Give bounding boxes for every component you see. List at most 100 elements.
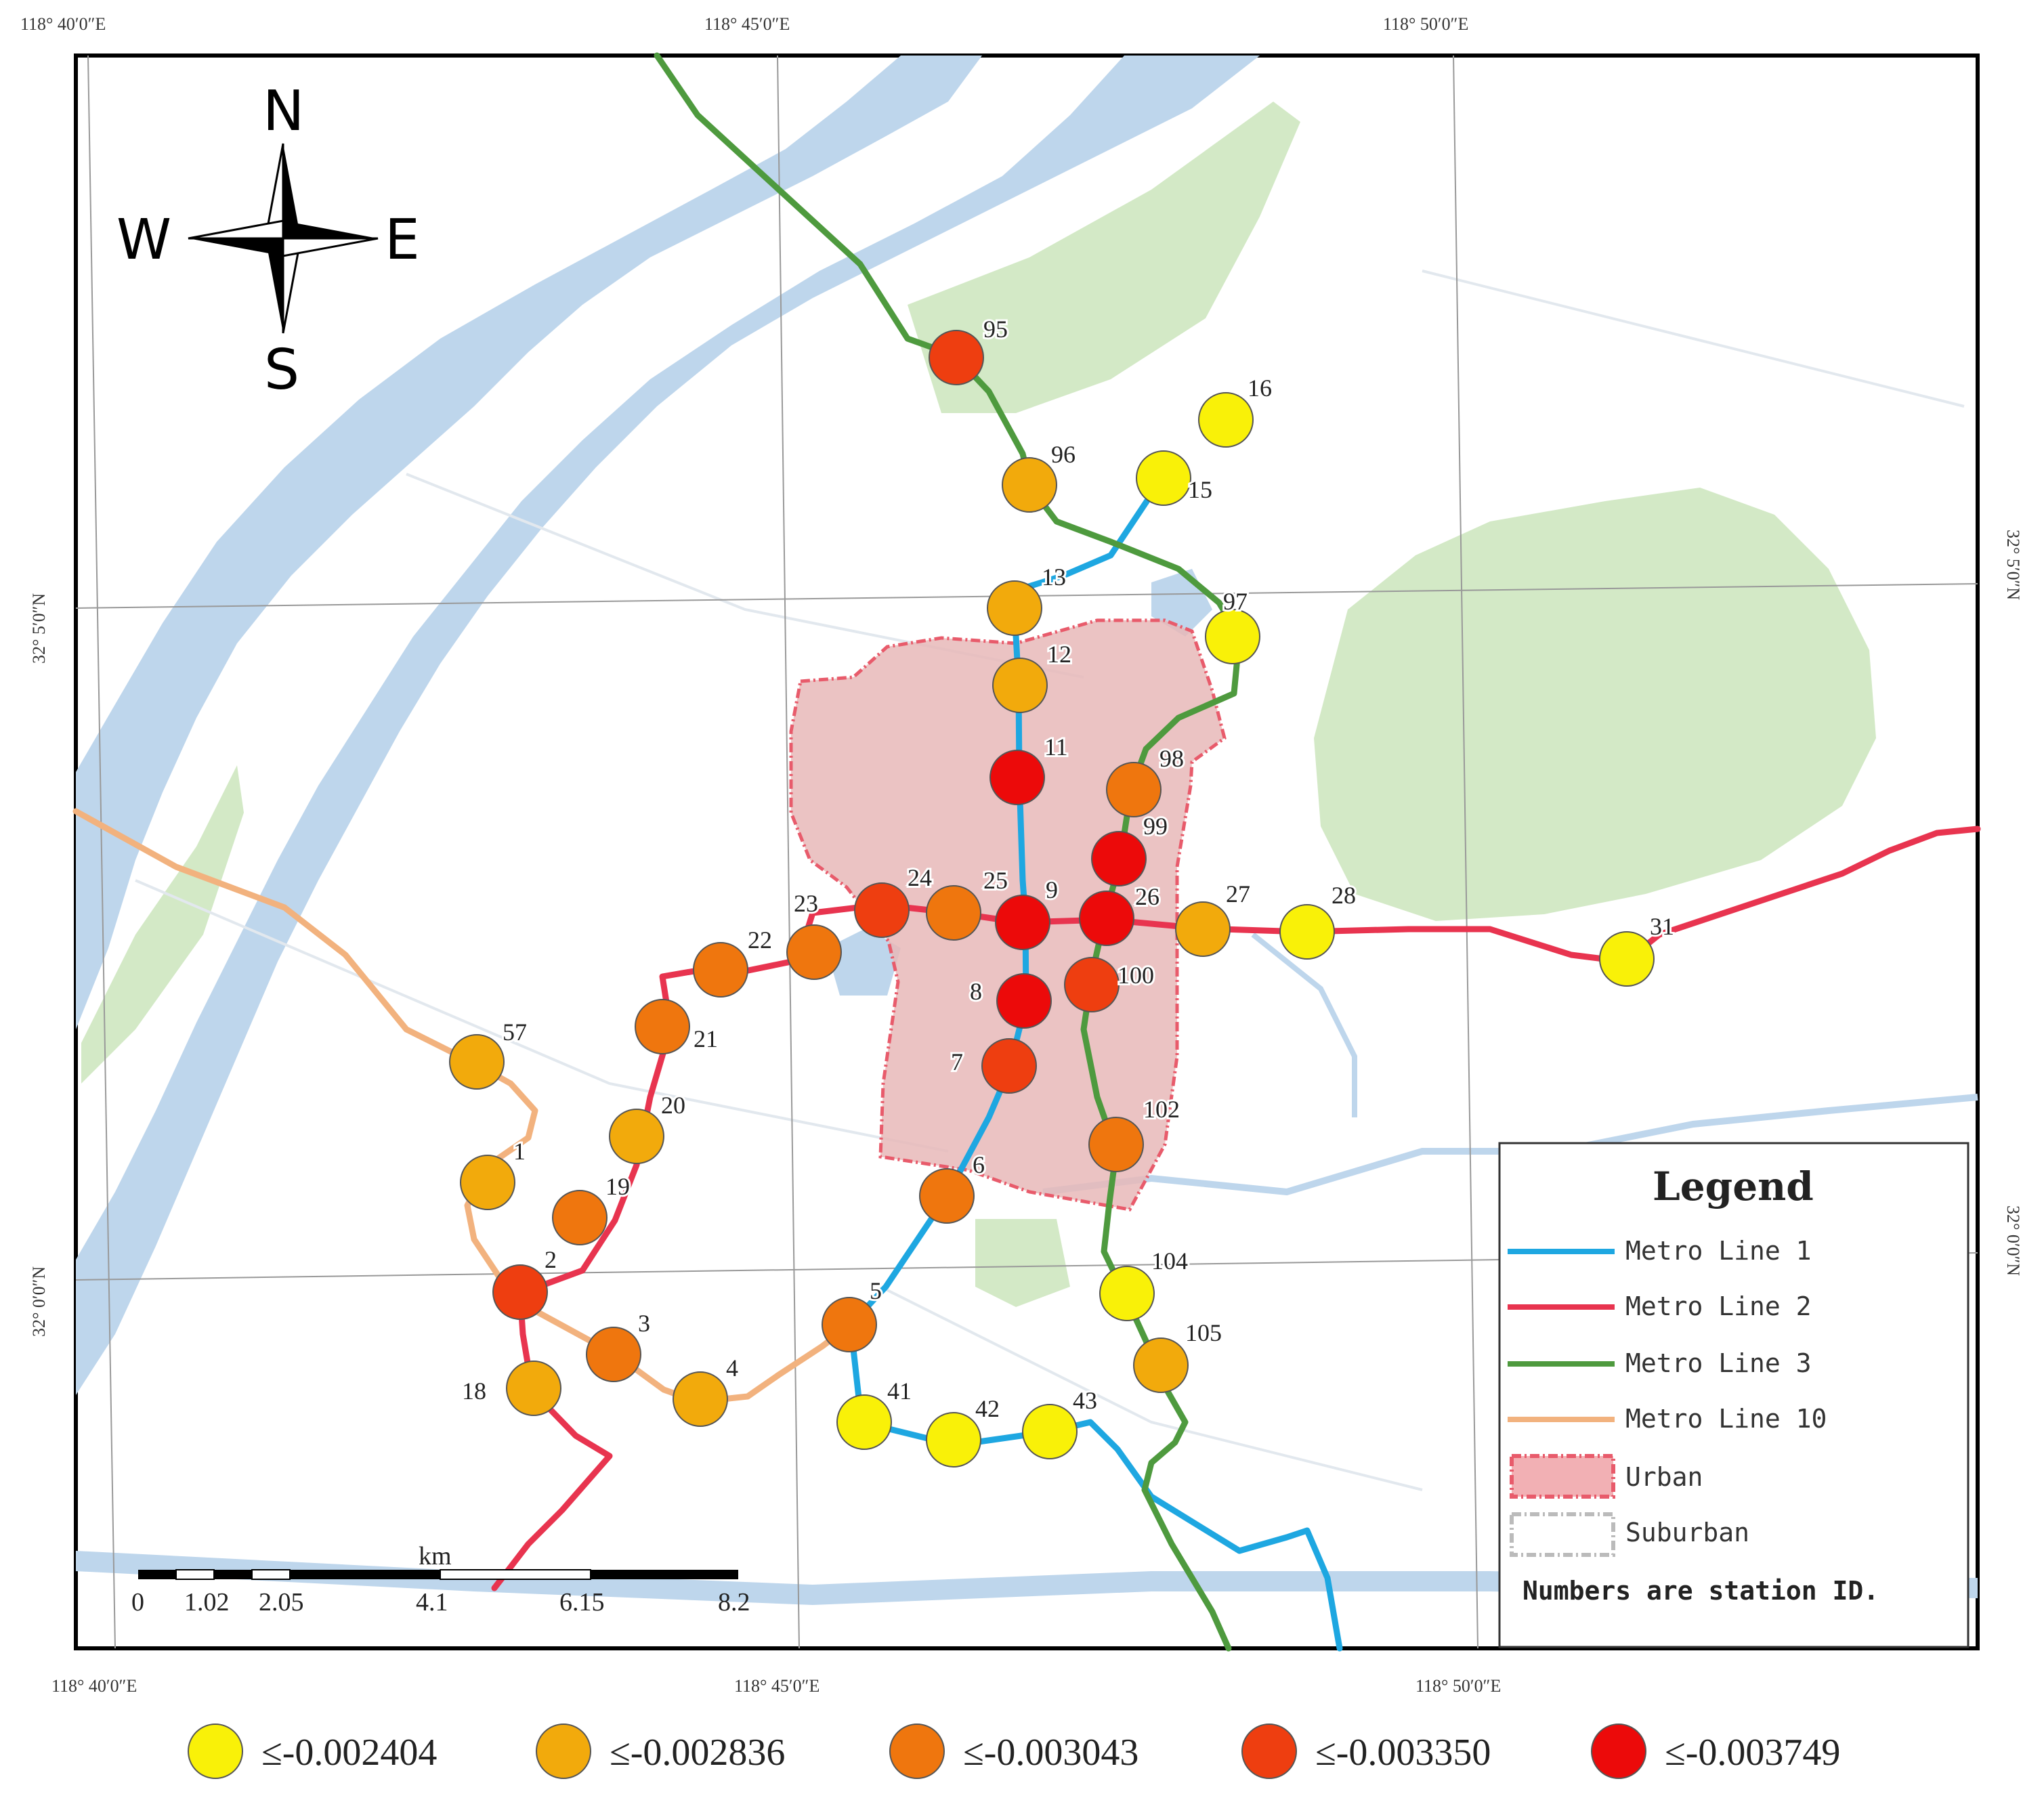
scale-tick: 1.02 [184, 1588, 230, 1617]
station-marker-31 [1599, 931, 1655, 987]
station-marker-43 [1022, 1404, 1078, 1459]
scale-unit: km [419, 1542, 452, 1570]
station-marker-28 [1279, 904, 1335, 960]
legend-line10-label: Metro Line 10 [1625, 1404, 1827, 1434]
station-id-label: 11 [1044, 733, 1068, 761]
station-id-label: 8 [970, 978, 982, 1005]
station-marker-13 [987, 580, 1042, 636]
station-id-label: 6 [973, 1151, 985, 1178]
scale-bar: km 0 1.02 2.05 4.1 6.15 8.2 [131, 1542, 750, 1617]
station-marker-104 [1099, 1266, 1155, 1321]
class-swatch [1591, 1724, 1646, 1779]
station-id-label: 4 [726, 1354, 738, 1382]
station-id-label: 25 [983, 867, 1008, 894]
coord-top-1: 118° 40′0″E [20, 14, 106, 34]
class-swatch [1241, 1724, 1297, 1779]
station-id-label: 15 [1188, 476, 1212, 503]
station-marker-4 [673, 1371, 728, 1427]
station-id-label: 18 [462, 1377, 486, 1405]
legend-urban-label: Urban [1625, 1462, 1703, 1492]
scale-tick: 0 [131, 1588, 144, 1617]
station-marker-96 [1002, 457, 1057, 513]
compass-west-point [188, 219, 284, 240]
station-id-label: 102 [1143, 1096, 1180, 1123]
station-id-label: 99 [1143, 813, 1168, 840]
station-marker-100 [1064, 957, 1120, 1012]
station-marker-102 [1088, 1117, 1144, 1172]
compass-east-point [283, 221, 378, 238]
station-marker-57 [449, 1034, 505, 1090]
coord-right-2: 32° 0′0″N [2003, 1205, 2023, 1276]
canal [1042, 1094, 1978, 1196]
station-id-label: 57 [503, 1019, 527, 1046]
station-marker-8 [996, 973, 1052, 1029]
station-id-label: 96 [1051, 441, 1076, 468]
station-marker-23 [786, 924, 842, 980]
station-id-label: 95 [983, 316, 1008, 343]
north-arrow: N S E W [116, 79, 420, 402]
station-marker-6 [919, 1168, 975, 1224]
station-id-label: 23 [794, 890, 818, 917]
class-label: ≤-0.003350 [1315, 1732, 1491, 1774]
coord-bottom-2: 118° 45′0″E [734, 1676, 819, 1696]
metro-line-2 [491, 826, 1981, 1591]
coord-bottom-1: 118° 40′0″E [51, 1676, 137, 1696]
station-marker-22 [693, 942, 748, 998]
legend-suburban-label: Suburban [1625, 1518, 1749, 1547]
station-marker-1 [460, 1155, 515, 1210]
map-legend: Legend Metro Line 1 Metro Line 2 Metro L… [1498, 1142, 1970, 1648]
station-id-label: 19 [605, 1173, 630, 1200]
station-marker-42 [926, 1412, 981, 1468]
legend-frame [1498, 1142, 1970, 1648]
station-marker-27 [1175, 901, 1231, 957]
station-marker-21 [635, 999, 690, 1054]
station-id-label: 5 [870, 1277, 882, 1304]
class-label: ≤-0.002404 [261, 1732, 437, 1774]
station-marker-11 [989, 750, 1045, 805]
river [76, 56, 982, 1029]
station-id-label: 7 [951, 1048, 963, 1075]
station-id-label: 21 [694, 1025, 718, 1052]
legend-line1-label: Metro Line 1 [1625, 1236, 1812, 1266]
legend-line3-label: Metro Line 3 [1625, 1348, 1812, 1378]
class-swatch [889, 1724, 945, 1779]
station-marker-19 [552, 1190, 608, 1245]
station-id-label: 105 [1185, 1319, 1222, 1346]
station-marker-3 [586, 1327, 641, 1382]
coord-top-3: 118° 50′0″E [1383, 14, 1468, 34]
station-id-label: 1 [513, 1138, 526, 1165]
station-marker-105 [1133, 1337, 1189, 1393]
station-marker-97 [1205, 609, 1260, 664]
station-marker-9 [995, 895, 1050, 950]
compass-west-point [188, 238, 283, 256]
metro-line-3 [654, 52, 1243, 1652]
station-id-label: 3 [638, 1310, 650, 1337]
station-id-label: 41 [887, 1377, 912, 1405]
station-marker-7 [981, 1038, 1037, 1094]
scale-tick: 6.15 [559, 1588, 605, 1617]
station-id-label: 31 [1650, 913, 1674, 940]
station-id-label: 104 [1151, 1247, 1188, 1275]
compass-s: S [264, 338, 299, 402]
station-marker-25 [926, 885, 981, 941]
station-marker-26 [1079, 891, 1134, 946]
compass-e: E [385, 208, 420, 272]
scale-tick: 8.2 [718, 1588, 750, 1617]
coord-left-1: 32° 5′0″N [29, 593, 49, 664]
compass-w: W [116, 208, 171, 272]
coord-top-2: 118° 45′0″E [704, 14, 790, 34]
station-id-label: 16 [1248, 374, 1272, 402]
class-label: ≤-0.002836 [610, 1732, 785, 1774]
station-marker-20 [609, 1109, 664, 1164]
station-marker-12 [992, 658, 1048, 713]
compass-north-point [283, 144, 301, 238]
station-id-label: 9 [1046, 876, 1058, 903]
park-area [975, 1219, 1070, 1307]
station-id-label: 42 [975, 1395, 1000, 1422]
scale-tick: 4.1 [416, 1588, 448, 1617]
road [135, 879, 949, 1153]
station-id-label: 100 [1117, 962, 1154, 989]
coord-bottom-3: 118° 50′0″E [1415, 1676, 1501, 1696]
station-marker-99 [1091, 831, 1147, 886]
